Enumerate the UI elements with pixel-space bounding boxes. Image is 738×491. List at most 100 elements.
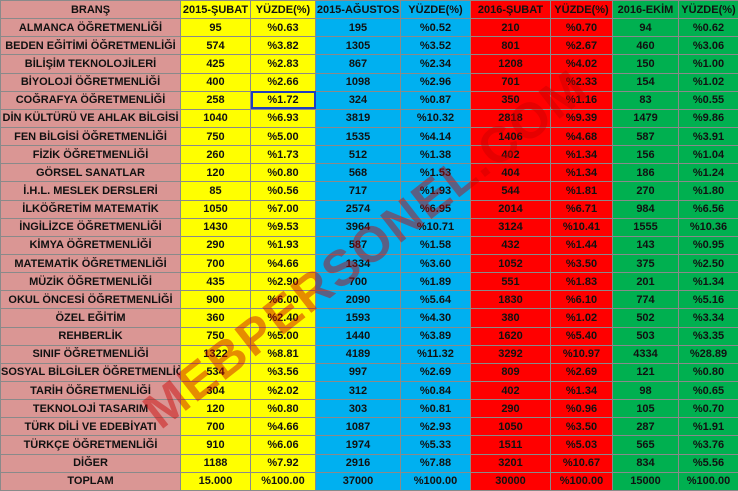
value-cell[interactable]: 375 (612, 253, 679, 274)
branch-cell[interactable]: BRANŞ (0, 0, 181, 20)
branch-cell[interactable]: İNGİLİZCE ÖĞRETMENLİĞİ (0, 217, 181, 237)
value-cell[interactable]: %1.00 (678, 54, 738, 74)
value-cell[interactable]: %0.80 (250, 163, 316, 183)
value-cell[interactable]: 258 (180, 90, 251, 110)
value-cell[interactable]: 1830 (470, 290, 551, 310)
value-cell[interactable]: YÜZDE(%) (550, 0, 613, 20)
value-cell[interactable]: %4.66 (250, 253, 316, 274)
branch-cell[interactable]: BEDEN EĞİTİMİ ÖĞRETMENLİĞİ (0, 36, 181, 56)
branch-cell[interactable]: MATEMATİK ÖĞRETMENLİĞİ (0, 253, 181, 274)
value-cell[interactable]: 1511 (470, 435, 551, 455)
value-cell[interactable]: 587 (612, 126, 679, 147)
value-cell[interactable]: %1.02 (678, 72, 738, 92)
value-cell[interactable]: %3.91 (678, 126, 738, 147)
value-cell[interactable]: %6.00 (250, 290, 316, 310)
value-cell[interactable]: %7.88 (400, 453, 471, 473)
branch-cell[interactable]: KİMYA ÖĞRETMENLİĞİ (0, 235, 181, 255)
value-cell[interactable]: %4.68 (550, 126, 613, 147)
value-cell[interactable]: %2.69 (400, 362, 471, 382)
value-cell[interactable]: %0.84 (400, 380, 471, 401)
value-cell[interactable]: 1430 (180, 217, 251, 237)
value-cell[interactable]: 150 (612, 54, 679, 74)
value-cell[interactable]: %2.33 (550, 72, 613, 92)
value-cell[interactable]: %9.86 (678, 108, 738, 128)
branch-cell[interactable]: OKUL ÖNCESİ ÖĞRETMENLİĞİ (0, 290, 181, 310)
value-cell[interactable]: 425 (180, 54, 251, 74)
value-cell[interactable]: 98 (612, 380, 679, 401)
branch-cell[interactable]: ALMANCA ÖĞRETMENLİĞİ (0, 18, 181, 38)
value-cell[interactable]: %100.00 (550, 471, 613, 491)
value-cell[interactable]: 750 (180, 126, 251, 147)
value-cell[interactable]: 201 (612, 272, 679, 292)
value-cell[interactable]: %6.10 (550, 290, 613, 310)
value-cell[interactable]: %2.90 (250, 272, 316, 292)
value-cell[interactable]: 701 (470, 72, 551, 92)
branch-cell[interactable]: SOSYAL BİLGİLER ÖĞRETMENLİĞİ (0, 362, 181, 382)
value-cell[interactable]: 120 (180, 163, 251, 183)
value-cell[interactable]: %3.60 (400, 253, 471, 274)
value-cell[interactable]: 270 (612, 181, 679, 201)
value-cell[interactable]: 984 (612, 199, 679, 219)
value-cell[interactable]: 2016-EKİM (612, 0, 679, 20)
value-cell[interactable]: %0.80 (250, 399, 316, 419)
value-cell[interactable]: %1.34 (550, 163, 613, 183)
value-cell[interactable]: %3.50 (550, 253, 613, 274)
value-cell[interactable]: 324 (315, 90, 401, 110)
value-cell[interactable]: %1.38 (400, 145, 471, 165)
value-cell[interactable]: 2015-AĞUSTOS (315, 0, 401, 20)
value-cell[interactable]: %2.02 (250, 380, 316, 401)
value-cell[interactable]: 900 (180, 290, 251, 310)
value-cell[interactable]: %2.34 (400, 54, 471, 74)
branch-cell[interactable]: TARİH ÖĞRETMENLİĞİ (0, 380, 181, 401)
branch-cell[interactable]: İLKÖĞRETİM MATEMATİK (0, 199, 181, 219)
value-cell[interactable]: %1.53 (400, 163, 471, 183)
branch-cell[interactable]: COĞRAFYA ÖĞRETMENLİĞİ (0, 90, 181, 110)
value-cell[interactable]: 1406 (470, 126, 551, 147)
value-cell[interactable]: %2.50 (678, 253, 738, 274)
value-cell[interactable]: 1050 (470, 417, 551, 437)
value-cell[interactable]: 290 (180, 235, 251, 255)
value-cell[interactable]: 700 (180, 253, 251, 274)
value-cell[interactable]: %10.71 (400, 217, 471, 237)
value-cell[interactable]: %8.81 (250, 344, 316, 364)
value-cell[interactable]: %0.56 (250, 181, 316, 201)
value-cell[interactable]: 15000 (612, 471, 679, 491)
value-cell[interactable]: %1.24 (678, 163, 738, 183)
value-cell[interactable]: 2015-ŞUBAT (180, 0, 251, 20)
value-cell[interactable]: %2.66 (250, 72, 316, 92)
value-cell[interactable]: %6.93 (250, 108, 316, 128)
value-cell[interactable]: 402 (470, 145, 551, 165)
value-cell[interactable]: 95 (180, 18, 251, 38)
value-cell[interactable]: %0.80 (678, 362, 738, 382)
value-cell[interactable]: %1.80 (678, 181, 738, 201)
branch-cell[interactable]: MÜZİK ÖĞRETMENLİĞİ (0, 272, 181, 292)
value-cell[interactable]: %0.87 (400, 90, 471, 110)
value-cell[interactable]: %1.73 (250, 145, 316, 165)
value-cell[interactable]: 143 (612, 235, 679, 255)
value-cell[interactable]: 534 (180, 362, 251, 382)
value-cell[interactable]: 3124 (470, 217, 551, 237)
value-cell[interactable]: YÜZDE(%) (678, 0, 738, 20)
value-cell[interactable]: %1.89 (400, 272, 471, 292)
value-cell[interactable]: %0.95 (678, 235, 738, 255)
value-cell[interactable]: %2.96 (400, 72, 471, 92)
value-cell[interactable]: %3.34 (678, 308, 738, 328)
value-cell[interactable]: 502 (612, 308, 679, 328)
branch-cell[interactable]: İ.H.L. MESLEK DERSLERİ (0, 181, 181, 201)
branch-cell[interactable]: REHBERLİK (0, 326, 181, 346)
value-cell[interactable]: %5.00 (250, 326, 316, 346)
value-cell[interactable]: 801 (470, 36, 551, 56)
value-cell[interactable]: 287 (612, 417, 679, 437)
value-cell[interactable]: %6.71 (550, 199, 613, 219)
value-cell[interactable]: 503 (612, 326, 679, 346)
value-cell[interactable]: %0.55 (678, 90, 738, 110)
branch-cell[interactable]: ÖZEL EĞİTİM (0, 308, 181, 328)
value-cell[interactable]: 3201 (470, 453, 551, 473)
value-cell[interactable]: %9.53 (250, 217, 316, 237)
value-cell[interactable]: 1334 (315, 253, 401, 274)
value-cell[interactable]: 260 (180, 145, 251, 165)
value-cell[interactable]: %3.50 (550, 417, 613, 437)
value-cell[interactable]: 15.000 (180, 471, 251, 491)
value-cell[interactable]: 402 (470, 380, 551, 401)
value-cell[interactable]: 195 (315, 18, 401, 38)
